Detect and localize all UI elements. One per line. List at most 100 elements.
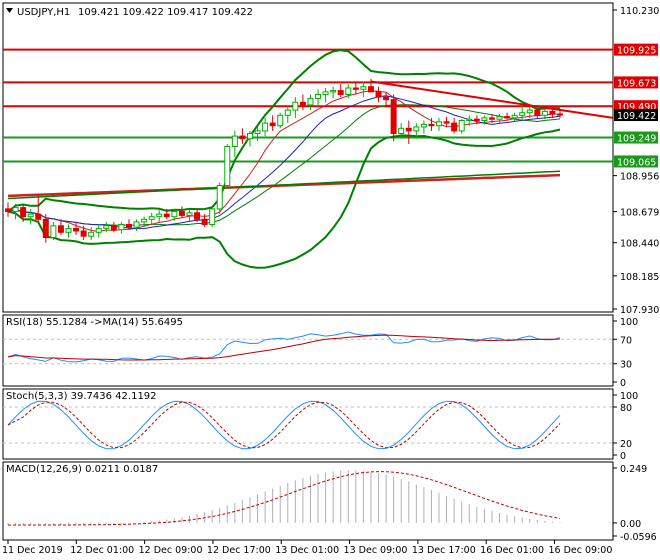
candle-body	[549, 110, 556, 115]
horizontal-levels	[3, 48, 613, 163]
panel-frames	[2, 2, 614, 541]
price-tick-label: 107.930	[620, 305, 659, 316]
indicator-tick-label: 100	[620, 391, 638, 402]
candle-body	[345, 87, 352, 95]
candle-body	[133, 221, 140, 228]
indicator-tick-label: 0	[620, 451, 626, 462]
candle-body	[534, 109, 541, 116]
candle-body	[171, 211, 178, 218]
indicator-tick-label: 0.249	[620, 464, 647, 475]
candle-body	[216, 185, 223, 210]
candle-body	[413, 126, 420, 132]
candle-body	[375, 91, 382, 98]
candle-body	[352, 87, 359, 90]
collapse-triangle-icon[interactable]	[6, 8, 13, 13]
candle-body	[405, 127, 412, 132]
level-price-label: 109.673	[617, 78, 656, 89]
chart-ohlc-label: 109.421 109.422 109.417 109.422	[78, 7, 253, 18]
candlesticks	[5, 78, 563, 243]
candle-body	[541, 110, 548, 116]
trendline	[370, 80, 614, 119]
candle-body	[5, 208, 11, 212]
time-tick-label: 12 Dec 17:00	[207, 545, 271, 556]
candle-body	[125, 224, 132, 228]
candle-body	[42, 218, 49, 239]
candle-body	[315, 94, 322, 99]
candle-body	[65, 227, 72, 233]
candle-body	[337, 90, 344, 95]
time-axis: 11 Dec 2019 12 Dec 01:00 12 Dec 09:00 12 De…	[2, 540, 612, 556]
indicator-tick-label: 100	[620, 317, 638, 328]
candle-body	[201, 218, 208, 226]
time-tick-label: 13 Dec 09:00	[344, 545, 408, 556]
panel-frame	[2, 388, 614, 460]
panel-frame	[2, 314, 614, 387]
candle-body	[141, 218, 148, 223]
rsi-line	[7, 331, 561, 363]
candle-body	[231, 135, 238, 148]
current-price-label: 109.422	[617, 111, 656, 122]
candle-body	[148, 216, 155, 220]
indicator-tick-label: 70	[620, 335, 632, 346]
candle-body	[156, 213, 163, 218]
level-price-label: 109.925	[617, 46, 656, 57]
candle-body	[466, 118, 473, 121]
candle-body	[239, 135, 246, 140]
candle-body	[284, 109, 291, 116]
macd-signal-line	[7, 471, 561, 526]
rsi-ma-line	[7, 334, 561, 361]
candle-body	[254, 130, 261, 134]
price-tick-label: 108.440	[620, 239, 659, 250]
candle-body	[186, 212, 193, 216]
resistance-trendline	[370, 80, 614, 119]
candle-body	[473, 118, 480, 121]
candle-body	[307, 97, 314, 106]
indicator-tick-label: 0	[620, 378, 626, 389]
candle-body	[178, 211, 185, 216]
candle-body	[420, 123, 427, 128]
candle-body	[436, 121, 443, 127]
indicator-tick-label: 80	[620, 403, 632, 414]
level-price-tag	[614, 131, 658, 144]
panel-frame	[2, 461, 614, 541]
candle-body	[519, 112, 526, 116]
candle-body	[322, 91, 329, 96]
candle-body	[262, 122, 269, 132]
candle-body	[458, 120, 465, 132]
price-tick-label: 108.185	[620, 272, 659, 283]
level-price-tag	[614, 155, 658, 168]
candle-body	[194, 212, 201, 220]
level-price-label: 109.065	[617, 157, 656, 168]
level-price-tag	[614, 43, 658, 56]
candle-body	[277, 114, 284, 127]
candle-body	[526, 109, 533, 114]
candle-body	[496, 116, 503, 120]
rsi-label: RSI(18) 55.1284 ->MA(14) 55.6495	[6, 317, 183, 328]
candle-body	[330, 90, 337, 93]
time-tick-label: 12 Dec 01:00	[70, 545, 134, 556]
candle-body	[35, 213, 42, 220]
macd-label: MACD(12,26,9) 0.0211 0.0187	[6, 464, 158, 475]
candle-body	[557, 113, 563, 116]
ma-slow-green	[7, 170, 561, 200]
candle-body	[12, 207, 19, 213]
stoch-k-line	[7, 400, 561, 450]
level-price-label: 109.249	[617, 134, 656, 145]
price-axis: 110.230 108.956 108.679 108.440 108.185 107.9…	[613, 6, 659, 316]
candle-body	[292, 101, 299, 111]
price-tick-label: 108.956	[620, 172, 659, 183]
candle-body	[209, 208, 216, 225]
time-tick-label: 13 Dec 17:00	[412, 545, 476, 556]
time-tick-label: 12 Dec 09:00	[139, 545, 203, 556]
candle-body	[269, 122, 276, 127]
stoch-d-line	[7, 401, 561, 449]
candle-body	[224, 146, 231, 186]
candle-body	[118, 224, 125, 231]
candle-body	[80, 230, 87, 237]
indicator-tick-label: -0.0596	[620, 532, 657, 543]
candle-body	[73, 227, 80, 232]
candle-body	[299, 101, 306, 106]
